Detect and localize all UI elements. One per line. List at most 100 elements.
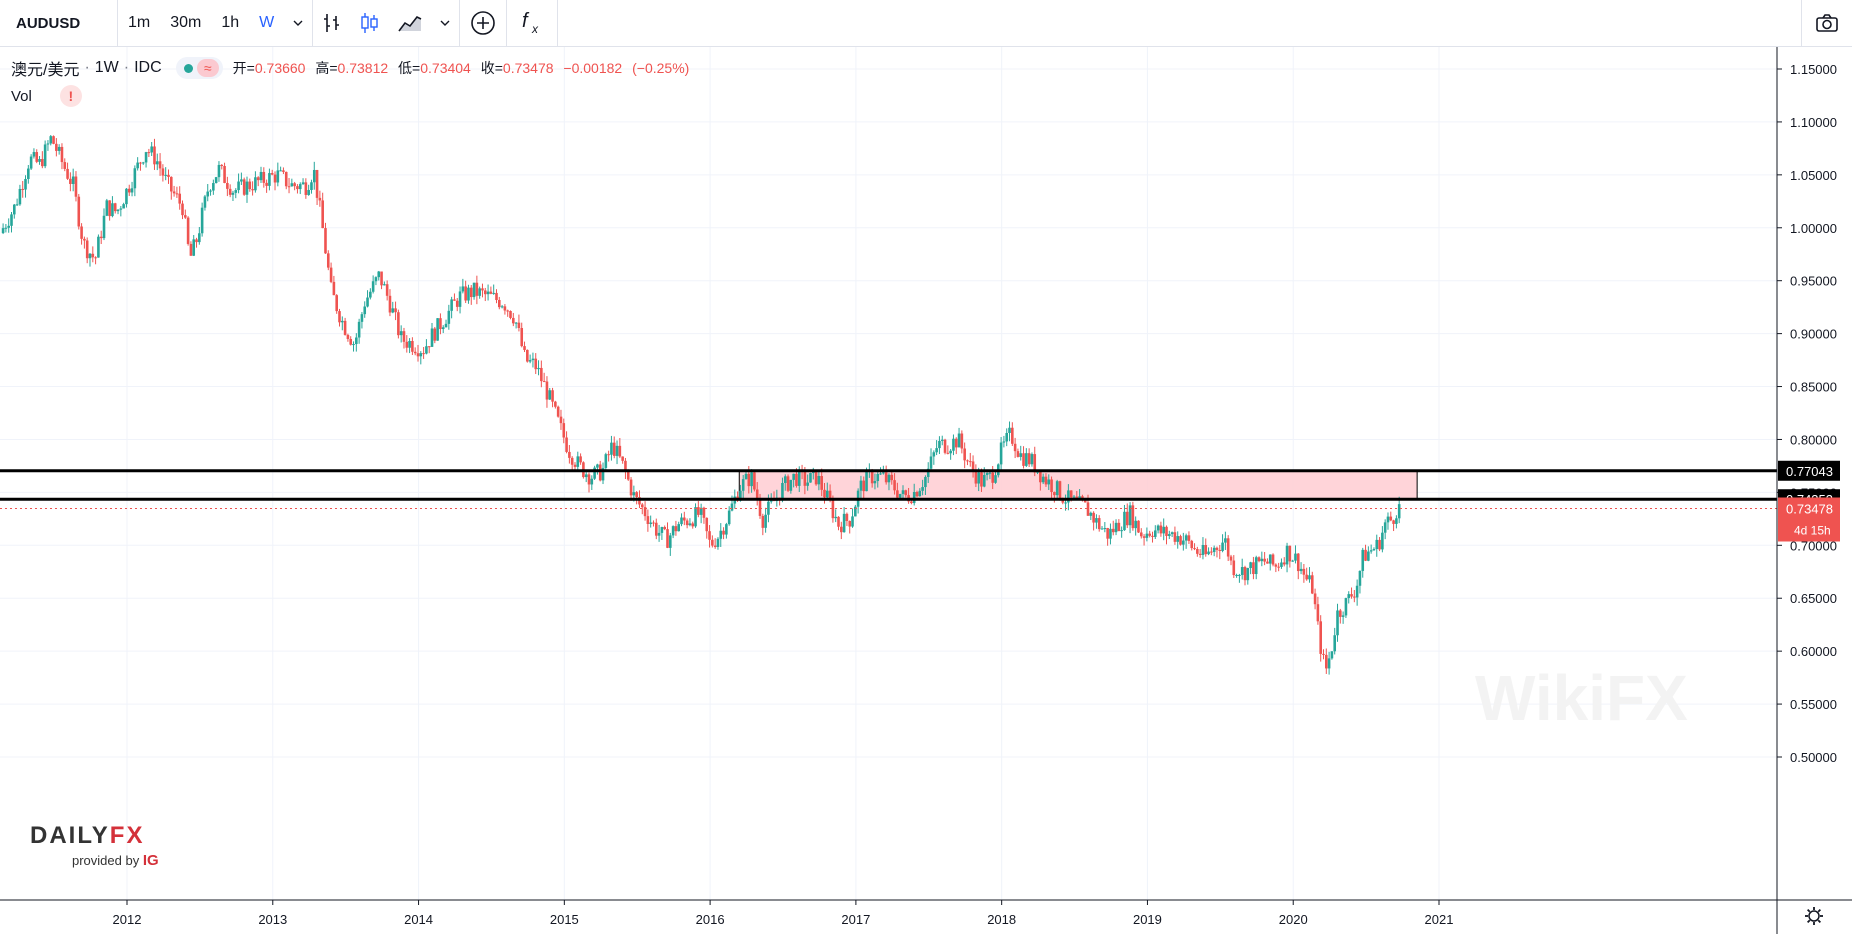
candle-body [873, 481, 877, 484]
candle-body [1039, 471, 1042, 483]
candle-body [1165, 526, 1168, 536]
candle-body [41, 159, 44, 167]
candle-body [1210, 551, 1213, 553]
candle-body [1053, 492, 1056, 496]
candle-body [764, 514, 767, 528]
last-price-tag[interactable]: 0.73478 [1786, 501, 1833, 516]
candle-body [1263, 558, 1266, 562]
candle-body [699, 507, 703, 515]
candle-body [385, 284, 389, 296]
chevron-down-icon[interactable] [431, 0, 459, 46]
candle-body [214, 177, 218, 184]
candle-body [335, 295, 338, 312]
candle-body [1257, 557, 1261, 562]
volume-legend: Vol ! [11, 85, 82, 107]
candle-body [38, 159, 41, 162]
candle-body [604, 454, 608, 468]
candle-body [1173, 532, 1177, 542]
screenshot-button[interactable] [1801, 0, 1852, 46]
candle-body [570, 457, 574, 465]
candle-body [394, 308, 397, 313]
candle-body [910, 501, 913, 504]
candle-body [192, 239, 196, 256]
candle-body [341, 320, 344, 323]
candle-body [531, 358, 535, 361]
warning-icon[interactable]: ! [59, 85, 82, 107]
candle-body [69, 178, 72, 184]
candle-body [573, 464, 577, 467]
volume-label[interactable]: Vol [11, 87, 32, 105]
candle-body [88, 253, 92, 259]
candle-body [273, 174, 277, 183]
symbol-search[interactable]: AUDUSD [0, 0, 118, 46]
interval-w[interactable]: W [259, 14, 275, 31]
chart-area[interactable]: WikiFX 1.15000 1.10000 1.05000 1.00000 0.9500… [0, 47, 1852, 934]
candle-body [545, 381, 549, 400]
candle-body [1395, 518, 1398, 524]
price-chart[interactable]: WikiFX 1.15000 1.10000 1.05000 1.00000 0.9500… [0, 47, 1852, 934]
candle-body [1083, 500, 1087, 503]
candle-body [383, 284, 386, 286]
candle-body [1179, 536, 1182, 545]
chevron-down-icon[interactable] [284, 0, 312, 46]
candle-body [52, 136, 55, 144]
price-axis-label: 0.65000 [1790, 591, 1837, 606]
interval-30m[interactable]: 30m [170, 14, 202, 31]
candle-body [318, 197, 322, 201]
candle-body [977, 472, 980, 484]
candle-body [559, 416, 563, 424]
candle-body [1282, 562, 1286, 565]
candle-body [954, 438, 958, 448]
candle-body [744, 473, 748, 480]
candle-style-icon[interactable] [351, 0, 389, 46]
candle-body [153, 146, 156, 165]
candle-body [1168, 534, 1171, 536]
candle-body [708, 531, 711, 540]
candle-body [178, 193, 182, 204]
interval-1h[interactable]: 1h [221, 14, 240, 31]
candle-body [677, 524, 681, 532]
candle-body [598, 464, 602, 481]
candle-body [1369, 550, 1373, 552]
price-tag-upper[interactable]: 0.77043 [1786, 464, 1833, 479]
candle-body [304, 182, 308, 195]
candle-body [416, 353, 420, 357]
dailyfx-logo: DAILYFX provided by IG [30, 822, 159, 869]
candle-body [1207, 551, 1210, 555]
candle-body [1193, 548, 1196, 550]
interval-1m[interactable]: 1m [128, 14, 151, 31]
area-style-icon[interactable] [389, 0, 431, 46]
candle-body [248, 181, 252, 190]
candle-body [568, 451, 571, 458]
candle-body [27, 168, 30, 180]
candle-body [747, 473, 751, 487]
candle-body [1266, 561, 1269, 564]
candle-body [1030, 454, 1034, 465]
add-compare-icon[interactable] [460, 0, 506, 46]
candle-body [1319, 621, 1322, 654]
time-axis-label: 2019 [1133, 912, 1162, 927]
candle-body [469, 287, 473, 298]
candle-body [155, 161, 159, 165]
candle-body [1095, 518, 1098, 523]
candle-body [29, 156, 33, 169]
candle-body [46, 143, 50, 145]
candle-body [346, 334, 350, 339]
candle-body [1212, 547, 1216, 553]
support-resistance-zone[interactable] [738, 470, 1418, 500]
candle-body [1069, 490, 1073, 498]
settings-gear-icon[interactable] [1805, 907, 1823, 925]
bar-style-icon[interactable] [313, 0, 351, 46]
candle-body [122, 204, 125, 209]
candle-body [116, 209, 120, 212]
candle-body [1229, 556, 1233, 561]
legend-symbol-name[interactable]: 澳元/美元 [11, 62, 80, 79]
market-status-badge[interactable]: ≈ [175, 57, 223, 79]
candle-body [601, 467, 605, 481]
price-axis-label: 0.55000 [1790, 697, 1837, 712]
candle-body [1277, 566, 1280, 568]
candle-body [240, 179, 243, 182]
open-label: 开= [232, 60, 255, 76]
candle-body [447, 310, 451, 324]
